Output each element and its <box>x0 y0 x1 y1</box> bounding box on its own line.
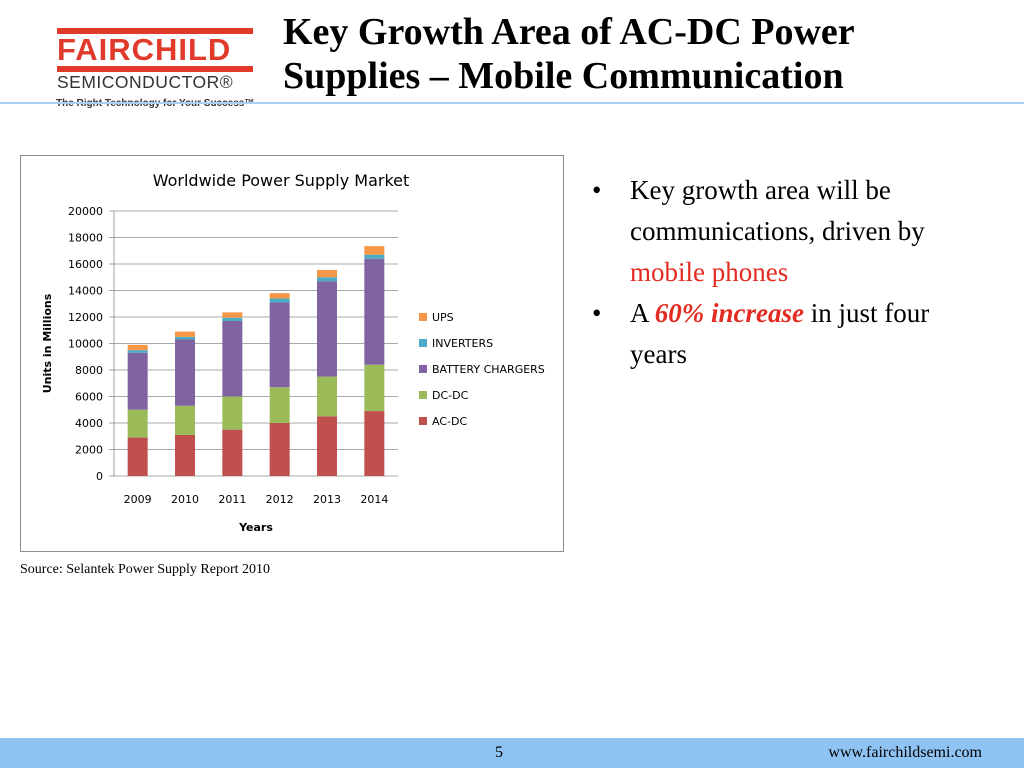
bar-segment <box>364 258 385 365</box>
y-tick-label: 2000 <box>75 444 103 457</box>
bullet-item-increase: • A 60% increase in just four years <box>592 293 992 375</box>
logo-bottom-bar <box>57 66 253 72</box>
bar-segment <box>222 320 243 397</box>
bullet-highlight: mobile phones <box>630 257 789 287</box>
bar-segment <box>222 317 243 321</box>
y-axis-label: Units in Millions <box>41 293 54 393</box>
slide-title-line-1: Key Growth Area of AC-DC Power <box>283 11 855 53</box>
bullet-item-growth: • Key growth area will be communications,… <box>592 170 992 293</box>
bar-segment <box>317 376 337 417</box>
y-tick-label: 16000 <box>68 258 103 271</box>
x-axis-label: Years <box>238 521 273 534</box>
x-tick-label: 2013 <box>313 493 341 506</box>
logo-subtitle: SEMICONDUCTOR® <box>57 72 234 92</box>
bullet-marker: • <box>592 175 602 205</box>
bullet-list: • Key growth area will be communications,… <box>592 170 992 375</box>
bar-segment <box>222 312 243 318</box>
bar-segment <box>269 298 290 303</box>
legend-label: UPS <box>432 311 454 324</box>
bar-segment <box>364 364 385 412</box>
bar-segment <box>127 344 148 351</box>
bar-segment <box>364 411 385 476</box>
bar-segment <box>317 277 337 282</box>
y-tick-label: 6000 <box>75 391 103 404</box>
footer-bar: 5 www.fairchildsemi.com <box>0 738 1024 768</box>
legend-swatch <box>419 313 427 321</box>
bar-segment <box>127 350 148 353</box>
bar-segment <box>364 246 385 255</box>
bar-segment <box>222 396 243 430</box>
y-tick-label: 12000 <box>68 311 103 324</box>
legend-label: AC-DC <box>432 415 467 428</box>
x-tick-label: 2010 <box>171 493 199 506</box>
bar-segment <box>222 429 243 476</box>
y-tick-label: 20000 <box>68 205 103 218</box>
source-note: Source: Selantek Power Supply Report 201… <box>20 562 271 577</box>
bullet-marker: • <box>592 298 602 328</box>
chart-canvas: Worldwide Power Supply Market 0 2000 4000 60… <box>41 171 545 534</box>
bar-segment <box>269 302 290 388</box>
bar-segment <box>317 269 337 278</box>
legend-label: DC-DC <box>432 389 469 402</box>
bar-segment <box>175 336 195 340</box>
y-tick-label: 0 <box>96 470 103 483</box>
x-tick-label: 2011 <box>218 493 246 506</box>
legend-swatch <box>419 339 427 347</box>
y-tick-label: 10000 <box>68 338 103 351</box>
power-supply-chart: Worldwide Power Supply Market 0 2000 4000 60… <box>20 155 564 552</box>
bullet-text: A <box>630 298 655 328</box>
x-tick-label: 2009 <box>124 493 152 506</box>
bar-segment <box>269 293 290 299</box>
page-number: 5 <box>495 744 503 761</box>
bar-segment <box>269 423 290 476</box>
bar-segment <box>175 331 195 337</box>
y-tick-label: 8000 <box>75 364 103 377</box>
bullet-text: Key growth area will be communications, … <box>630 175 925 246</box>
website-link[interactable]: www.fairchildsemi.com <box>828 744 982 761</box>
bar-segment <box>175 339 195 406</box>
slide-title-line-2: Supplies – Mobile Communication <box>283 55 844 97</box>
legend-swatch <box>419 365 427 373</box>
legend-swatch <box>419 391 427 399</box>
legend-label: BATTERY CHARGERS <box>432 363 545 376</box>
logo-top-bar <box>57 28 253 34</box>
bar-segment <box>127 352 148 410</box>
legend-label: INVERTERS <box>432 337 493 350</box>
x-tick-label: 2012 <box>266 493 294 506</box>
bar-segment <box>127 409 148 438</box>
x-tick-label: 2014 <box>360 493 388 506</box>
y-tick-label: 4000 <box>75 417 103 430</box>
bar-segment <box>317 416 337 476</box>
bar-segment <box>269 387 290 423</box>
bullet-highlight: 60% increase <box>654 298 804 328</box>
header-divider <box>0 102 1024 104</box>
y-tick-label: 18000 <box>68 232 103 245</box>
slide-title: Key Growth Area of AC-DC Power Supplies … <box>283 10 1003 98</box>
logo-brand: FAIRCHILD <box>57 32 232 67</box>
bar-segment <box>127 437 148 476</box>
bar-segment <box>364 254 385 259</box>
bullet-text-after: in just four years <box>630 298 930 369</box>
bar-segment <box>317 281 337 377</box>
y-tick-label: 14000 <box>68 285 103 298</box>
bar-segment <box>175 405 195 435</box>
legend-swatch <box>419 417 427 425</box>
chart-title: Worldwide Power Supply Market <box>153 171 410 190</box>
bar-segment <box>175 434 195 476</box>
